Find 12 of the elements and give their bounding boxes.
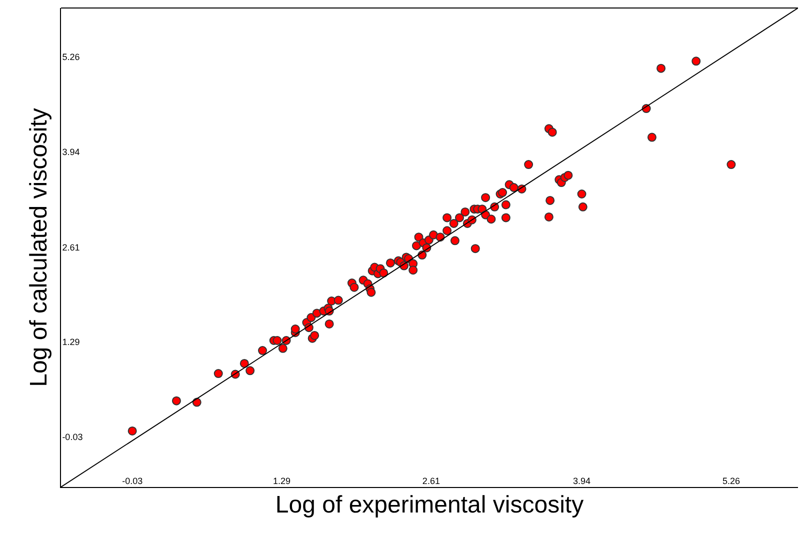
x-tick-label: 2.61 bbox=[422, 476, 440, 486]
x-tick-label: -0.03 bbox=[122, 476, 143, 486]
y-tick-label: 1.29 bbox=[62, 337, 80, 348]
y-tick-label: -0.03 bbox=[62, 432, 83, 442]
y-tick-label: 3.94 bbox=[62, 146, 80, 157]
x-tick-label: 1.29 bbox=[272, 476, 291, 486]
y-tick-label: 2.61 bbox=[62, 242, 80, 252]
x-tick-label: 5.26 bbox=[722, 476, 740, 486]
x-tick-label: 3.94 bbox=[573, 476, 591, 486]
x-axis-title: Log of experimental viscosity bbox=[275, 491, 584, 518]
y-axis-title: Log of calculated viscosity bbox=[25, 108, 52, 387]
y-tick-label: 5.26 bbox=[62, 52, 80, 62]
